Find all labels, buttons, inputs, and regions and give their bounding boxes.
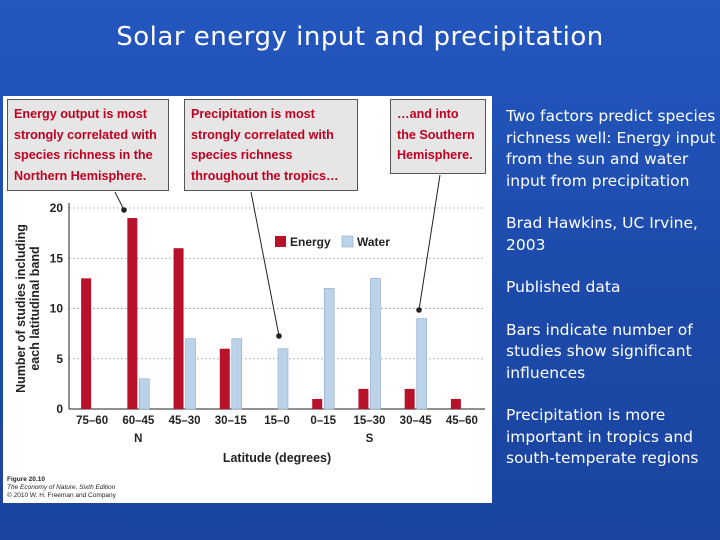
bar-chart: 0 5 10 15 20 75–60 60–45 45–30 30–15 15–0 0–15 15–3… bbox=[14, 174, 485, 465]
y-tick-label: 15 bbox=[50, 251, 64, 265]
bar-energy bbox=[127, 218, 138, 409]
y-tick-label: 0 bbox=[56, 402, 63, 416]
bullet-item: Two factors predict species richness wel… bbox=[506, 107, 716, 190]
bar-water bbox=[231, 338, 243, 410]
bullet-item: Published data bbox=[506, 278, 621, 296]
bar-water bbox=[323, 288, 335, 410]
x-tick-label: 60–45 bbox=[122, 415, 155, 427]
hemisphere-label-south: S bbox=[366, 433, 374, 445]
credit-figure-number: Figure 20.10 bbox=[7, 476, 45, 483]
bar-water bbox=[277, 348, 289, 410]
y-tick-label: 10 bbox=[50, 302, 64, 316]
bullet-item: Brad Hawkins, UC Irvine, 2003 bbox=[506, 214, 698, 254]
bullet-item: Precipitation is more important in tropi… bbox=[506, 406, 699, 467]
pointer-precip-south bbox=[418, 174, 441, 311]
y-tick-label: 20 bbox=[50, 201, 64, 215]
bar-energy bbox=[358, 388, 369, 409]
bullet-list: Two factors predict species richness wel… bbox=[506, 106, 716, 491]
bar-energy bbox=[450, 398, 461, 409]
bar-energy bbox=[81, 278, 92, 409]
y-axis-label: Number of studies includingeach latitudi… bbox=[14, 224, 42, 393]
pointer-energy-north bbox=[114, 191, 125, 211]
bar-energy bbox=[404, 388, 415, 409]
bullet-item: Bars indicate number of studies show sig… bbox=[506, 320, 693, 382]
pointer-precip-tropics bbox=[250, 191, 280, 337]
x-tick-label: 75–60 bbox=[76, 415, 108, 427]
bar-energy bbox=[312, 398, 323, 409]
legend-label-water: Water bbox=[357, 235, 390, 249]
x-tick-label: 45–30 bbox=[169, 415, 201, 427]
slide-title: Solar energy input and precipitation bbox=[116, 22, 604, 52]
callout-energy-north: Energy output is most strongly correlate… bbox=[7, 99, 169, 191]
x-tick-label: 0–15 bbox=[310, 415, 336, 427]
x-tick-label: 45–60 bbox=[446, 415, 478, 427]
figure-credit: Figure 20.10 The Economy of Nature, Sixt… bbox=[7, 476, 116, 500]
x-tick-label: 15–30 bbox=[353, 415, 385, 427]
x-tick-label: 15–0 bbox=[264, 415, 290, 427]
credit-copyright: © 2010 W. H. Freeman and Company bbox=[7, 492, 116, 499]
legend-label-energy: Energy bbox=[290, 235, 331, 249]
bar-water bbox=[416, 318, 427, 410]
x-tick-label: 30–45 bbox=[400, 415, 433, 427]
pointer-energy-north-dot bbox=[121, 207, 127, 213]
bar-energy bbox=[173, 248, 184, 409]
pointer-precip-tropics-dot bbox=[276, 333, 282, 339]
pointer-precip-south-dot bbox=[416, 307, 422, 313]
x-axis-label: Latitude (degrees) bbox=[223, 451, 331, 465]
chart-figure: 0 5 10 15 20 75–60 60–45 45–30 30–15 15–0 0–15 15–3… bbox=[3, 96, 492, 503]
bar-water bbox=[370, 278, 381, 410]
legend-swatch-water bbox=[341, 235, 354, 248]
callout-precip-south: …and into the Southern Hemisphere. bbox=[390, 99, 486, 174]
hemisphere-label-north: N bbox=[134, 433, 142, 445]
bar-water bbox=[139, 378, 150, 410]
callout-precip-tropics: Precipitation is most strongly correlate… bbox=[184, 99, 358, 191]
x-tick-label: 30–15 bbox=[215, 415, 248, 427]
credit-book-title: The Economy of Nature, Sixth Edition bbox=[7, 484, 116, 491]
legend-swatch-energy bbox=[275, 236, 286, 247]
bar-energy bbox=[219, 348, 230, 409]
bar-water bbox=[185, 338, 196, 410]
y-tick-label: 5 bbox=[56, 352, 63, 366]
